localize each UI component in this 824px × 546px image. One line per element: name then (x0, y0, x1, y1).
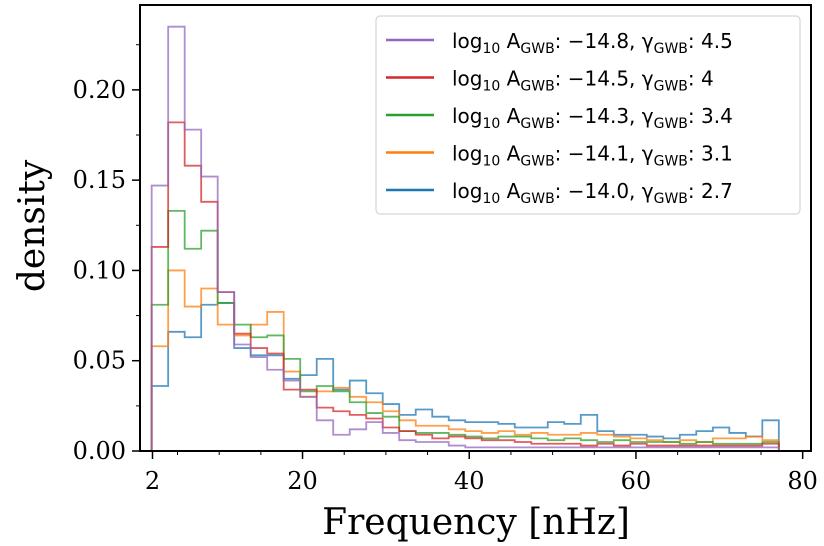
y-axis-label: density (12, 159, 53, 292)
legend: log10 AGWB: −14.8, γGWB: 4.5 log10 AGWB: … (375, 15, 801, 215)
legend-entry-4: log10 AGWB: −14.0, γGWB: 2.7 (452, 179, 733, 207)
x-tick-label-2: 40 (454, 467, 485, 495)
axes: 2 20 40 60 80 0.00 0.05 0.10 0.15 0.20 (73, 4, 818, 495)
series-0-histogram (150, 25, 780, 451)
series-1-histogram (150, 121, 780, 451)
legend-box (375, 15, 801, 215)
x-tick-label-4: 80 (787, 467, 818, 495)
legend-entry-1: log10 AGWB: −14.5, γGWB: 4 (452, 67, 714, 95)
x-tick-label-3: 60 (621, 467, 652, 495)
legend-entry-3: log10 AGWB: −14.1, γGWB: 3.1 (452, 142, 733, 170)
plot-area (150, 25, 780, 451)
y-tick-label-2: 0.10 (73, 256, 126, 284)
x-tick-label-0: 2 (145, 467, 160, 495)
y-tick-label-3: 0.15 (73, 166, 126, 194)
y-tick-label-4: 0.20 (73, 76, 126, 104)
y-tick-label-1: 0.05 (73, 347, 126, 375)
legend-entry-2: log10 AGWB: −14.3, γGWB: 3.4 (452, 104, 733, 132)
series-2-histogram (150, 209, 780, 451)
y-tick-label-0: 0.00 (73, 437, 126, 465)
axes-frame (139, 4, 812, 452)
x-tick-label-1: 20 (287, 467, 318, 495)
legend-entry-0: log10 AGWB: −14.8, γGWB: 4.5 (452, 29, 733, 57)
x-axis-label: Frequency [nHz] (322, 502, 630, 543)
